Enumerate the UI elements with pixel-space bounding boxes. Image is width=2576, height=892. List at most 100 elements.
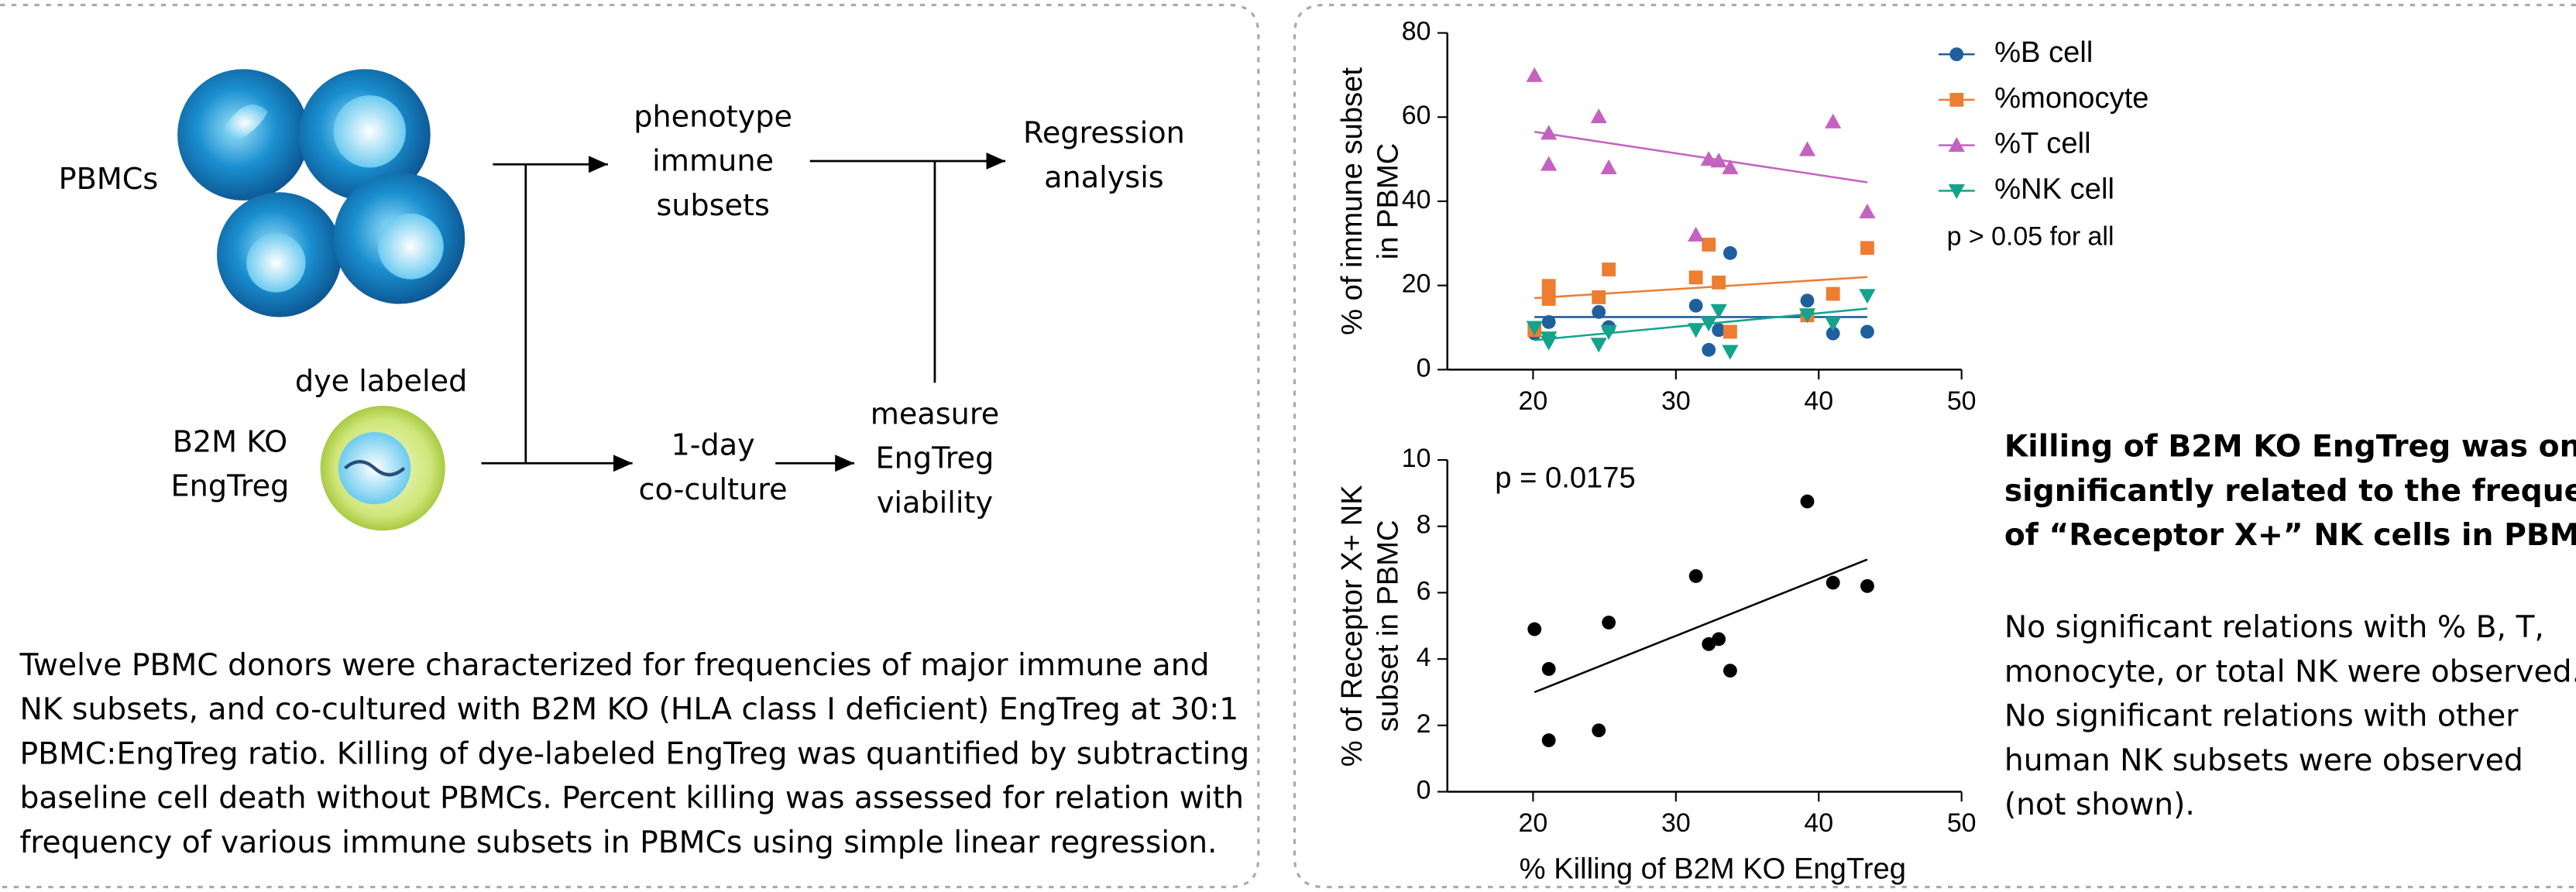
- conclusion-text: monocyte, or total NK were observed.: [2004, 654, 2576, 689]
- point: [1712, 275, 1726, 290]
- y-axis-label: % of immune subset: [1335, 67, 1369, 335]
- point: [1541, 279, 1556, 293]
- diagram-label: PBMCs: [59, 163, 159, 197]
- point: [1723, 245, 1737, 260]
- description-line: baseline cell death without PBMCs. Perce…: [19, 781, 1244, 816]
- point: [1590, 338, 1607, 353]
- flow-arrows: [481, 152, 1006, 472]
- legend-label: %T cell: [1994, 127, 2090, 160]
- point: [1860, 578, 1874, 593]
- point: [1602, 616, 1616, 630]
- y-tick-label: 60: [1402, 101, 1431, 130]
- point: [1826, 326, 1840, 341]
- point: [1592, 304, 1606, 319]
- legend-label: %monocyte: [1994, 81, 2148, 115]
- diagram-label: analysis: [1044, 161, 1164, 195]
- description-line: frequency of various immune subsets in P…: [19, 825, 1217, 860]
- cells-icon: [177, 69, 465, 531]
- conclusion-text: No significant relations with % B, T,: [2004, 610, 2544, 645]
- point: [1526, 67, 1543, 82]
- point: [1723, 324, 1737, 339]
- point: [1825, 317, 1842, 332]
- y-tick-label: 0: [1417, 353, 1431, 383]
- y-axis-label: % of Receptor X+ NK: [1335, 485, 1369, 767]
- y-axis-label: in PBMC: [1372, 143, 1405, 260]
- conclusion-text: human NK subsets were observed: [2004, 743, 2523, 778]
- point: [1688, 270, 1703, 285]
- point: [1541, 662, 1556, 676]
- point: [1702, 238, 1716, 252]
- x-tick-label: 20: [1519, 808, 1548, 838]
- point: [1800, 494, 1815, 509]
- y-axis-label: subset in PBMC: [1372, 520, 1405, 732]
- point: [1826, 286, 1840, 301]
- diagram-label: immune: [652, 145, 774, 179]
- point: [1949, 92, 1964, 107]
- y-tick-label: 20: [1402, 269, 1431, 299]
- point: [1541, 292, 1556, 306]
- y-tick-label: 4: [1417, 643, 1431, 672]
- diagram-label: subsets: [656, 189, 770, 223]
- point: [1688, 569, 1703, 583]
- point: [1859, 203, 1876, 219]
- point: [1600, 324, 1617, 341]
- point: [1600, 159, 1617, 174]
- description: Twelve PBMC donors were characterized fo…: [19, 648, 1249, 860]
- description-line: PBMC:EngTreg ratio. Killing of dye-label…: [19, 736, 1249, 771]
- diagram: PBMCs dye labeled B2M KO EngTreg phenotype…: [59, 100, 1185, 520]
- point: [1702, 342, 1716, 357]
- point: [1527, 622, 1542, 636]
- point: [1860, 241, 1874, 256]
- point: [1800, 293, 1815, 308]
- trend-line: [1534, 131, 1868, 184]
- point: [1722, 159, 1739, 174]
- diagram-label: Regression: [1023, 117, 1185, 151]
- diagram-label: co-culture: [639, 473, 788, 507]
- x-tick-label: 40: [1804, 808, 1833, 838]
- point: [1540, 156, 1558, 171]
- point: [1859, 289, 1876, 304]
- point: [1712, 632, 1726, 647]
- point: [1700, 150, 1717, 166]
- y-tick-label: 2: [1417, 709, 1431, 739]
- x-axis-label: % Killing of B2M KO EngTreg: [1520, 852, 1906, 885]
- annotation: p > 0.05 for all: [1947, 222, 2114, 252]
- y-tick-label: 10: [1402, 444, 1431, 473]
- point: [1526, 321, 1543, 336]
- point: [1949, 47, 1964, 62]
- point: [1540, 331, 1558, 347]
- y-tick-label: 40: [1402, 185, 1431, 214]
- y-tick-label: 8: [1417, 510, 1431, 540]
- diagram-label: 1-day: [671, 429, 754, 463]
- point: [1710, 304, 1727, 319]
- chart: 0 2 4 6 8 10 20 30 40 50 % of Receptor X+ NK subset…: [1335, 444, 1977, 885]
- point: [1798, 308, 1816, 324]
- x-tick-label: 30: [1661, 386, 1691, 416]
- y-tick-label: 80: [1402, 16, 1431, 46]
- point: [1592, 723, 1606, 738]
- point: [1541, 315, 1556, 329]
- diagram-label: dye labeled: [295, 365, 467, 399]
- point: [1688, 323, 1705, 338]
- point: [1700, 317, 1717, 332]
- point: [1826, 575, 1840, 590]
- x-tick-label: 30: [1661, 808, 1691, 838]
- point: [1948, 184, 1965, 199]
- diagram-label: B2M KO: [173, 425, 288, 459]
- x-tick-label: 50: [1947, 808, 1977, 838]
- trend-line: [1534, 276, 1868, 300]
- x-tick-label: 50: [1947, 386, 1977, 416]
- conclusion: Killing of B2M KO EngTreg was only signif…: [2004, 430, 2576, 822]
- legend-label: %B cell: [1994, 36, 2093, 69]
- legend-label: %NK cell: [1994, 172, 2114, 205]
- y-tick-label: 0: [1417, 775, 1431, 805]
- point: [1712, 323, 1726, 338]
- point: [1710, 153, 1727, 168]
- point: [1860, 324, 1874, 339]
- conclusion-heading: of “Receptor X+” NK cells in PBMCs.: [2004, 518, 2576, 553]
- x-tick-label: 40: [1804, 386, 1833, 416]
- point: [1688, 226, 1705, 242]
- point: [1592, 290, 1606, 304]
